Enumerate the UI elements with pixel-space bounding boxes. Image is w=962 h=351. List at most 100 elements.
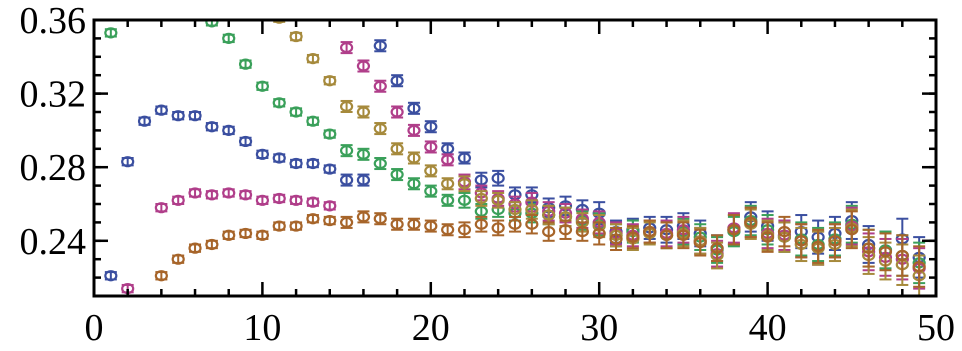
point-marker [222,187,236,199]
data-point [323,75,337,87]
data-point [373,157,387,171]
point-marker [609,233,623,245]
data-point [323,200,337,212]
point-marker [222,32,236,45]
data-point [424,219,438,233]
data-point [811,228,825,264]
x-tick-label: 10 [243,307,281,349]
point-marker [289,30,303,43]
point-marker [289,157,303,170]
data-point [407,151,421,165]
point-marker [575,226,589,238]
data-point [238,189,253,201]
data-point [558,219,573,240]
point-marker [222,124,236,136]
point-marker [424,165,438,177]
point-marker [121,156,135,168]
point-marker [441,194,455,206]
data-point [255,194,269,206]
point-marker [171,110,185,122]
data-point [424,140,438,154]
point-marker [390,168,404,181]
data-point [575,221,589,242]
data-point [171,253,185,265]
data-point [659,221,674,250]
data-point [828,223,842,259]
data-point [508,215,522,233]
point-marker [272,192,286,205]
data-point [895,234,909,277]
data-point [390,142,404,156]
data-point [188,187,202,199]
data-point [525,214,539,235]
point-marker [340,216,354,228]
point-marker [912,260,926,273]
data-point [407,217,421,231]
point-marker [289,106,303,118]
data-point [205,20,219,28]
point-marker [255,80,269,92]
point-marker [407,178,421,190]
data-point [238,227,253,240]
x-tick-label: 50 [917,307,955,349]
data-point [121,156,135,168]
point-marker [491,194,505,206]
point-marker [306,53,320,65]
point-marker [272,220,286,232]
data-point [205,121,219,133]
point-marker [273,20,286,24]
point-marker [474,174,488,186]
point-marker [457,178,472,190]
point-marker [811,240,825,252]
data-point [457,221,472,239]
point-marker [373,122,387,135]
data-point [643,219,657,244]
x-tick-label: 40 [749,307,787,349]
data-point [289,30,303,43]
y-tick-label: 0.36 [20,0,87,42]
data-point [340,41,354,55]
point-marker [356,211,371,223]
point-marker [154,270,168,282]
data-point [390,74,404,88]
data-point [238,135,253,148]
data-point [356,59,371,73]
point-marker [373,80,387,92]
point-marker [238,189,253,201]
point-marker [205,189,219,201]
data-point [222,124,236,136]
data-point [154,270,168,282]
point-marker [323,163,337,175]
point-marker [760,231,775,243]
point-marker [255,194,269,206]
data-point [356,147,371,161]
data-point [340,99,354,113]
point-marker [238,58,253,70]
point-marker [238,227,253,240]
point-marker [356,148,371,160]
series-4 [273,20,926,296]
point-marker [373,157,387,170]
point-marker [845,224,859,236]
data-point [542,221,556,242]
point-marker [525,203,539,216]
data-point [356,105,371,119]
x-tick-label: 30 [580,307,618,349]
data-point [744,206,758,239]
point-marker [508,203,522,216]
point-marker [474,218,488,230]
point-marker [457,152,472,164]
point-marker [542,209,556,221]
data-point [676,221,691,250]
data-point [356,210,371,224]
data-point [424,184,438,198]
point-marker [474,192,488,205]
x-tick-label: 20 [412,307,450,349]
y-tick-label: 0.32 [20,74,87,116]
point-marker [710,242,724,254]
point-marker [457,224,472,236]
data-point [390,168,404,182]
data-point [323,128,337,140]
point-marker [441,154,455,166]
point-marker [828,235,842,247]
